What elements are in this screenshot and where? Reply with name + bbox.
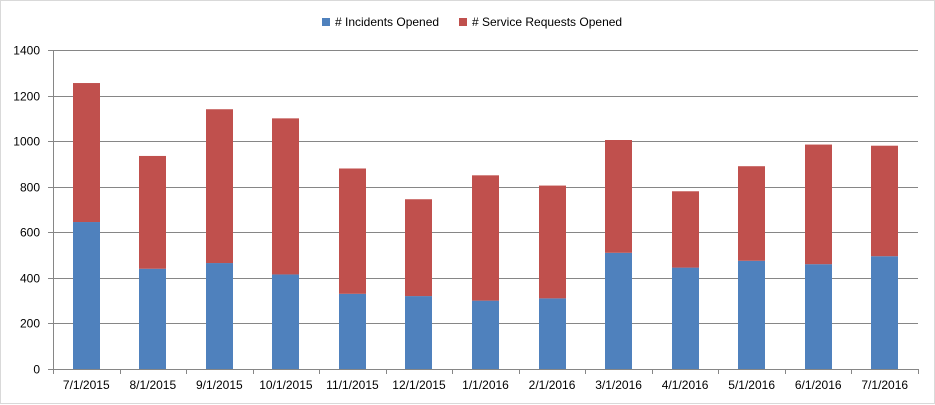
bar-service-requests-opened — [73, 83, 100, 223]
bar-incidents-opened — [405, 296, 432, 369]
bar-service-requests-opened — [672, 191, 699, 268]
x-tick-label: 10/1/2015 — [259, 378, 313, 392]
x-tick-label: 4/1/2016 — [662, 378, 709, 392]
bar-incidents-opened — [871, 256, 898, 369]
legend-label-service-requests: # Service Requests Opened — [472, 15, 622, 29]
bar-service-requests-opened — [605, 140, 632, 253]
x-tick-label: 3/1/2016 — [595, 378, 642, 392]
bar-service-requests-opened — [871, 145, 898, 257]
bar-incidents-opened — [139, 268, 166, 369]
bar-service-requests-opened — [272, 118, 299, 275]
bar-incidents-opened — [605, 252, 632, 369]
bar-incidents-opened — [672, 267, 699, 369]
y-tick-label: 1000 — [13, 135, 40, 149]
x-tick-label: 1/1/2016 — [462, 378, 509, 392]
x-tick-label: 9/1/2015 — [196, 378, 243, 392]
legend-swatch-incidents — [322, 18, 330, 26]
bar-service-requests-opened — [738, 166, 765, 261]
y-tick-label: 400 — [20, 272, 40, 286]
bar-incidents-opened — [738, 260, 765, 369]
x-tick-label: 5/1/2016 — [728, 378, 775, 392]
bar-incidents-opened — [206, 263, 233, 369]
x-tick-label: 2/1/2016 — [529, 378, 576, 392]
bar-service-requests-opened — [139, 155, 166, 269]
y-tick-label: 800 — [20, 181, 40, 195]
bar-incidents-opened — [339, 293, 366, 369]
y-tick-label: 600 — [20, 226, 40, 240]
bar-service-requests-opened — [805, 144, 832, 265]
x-axis-tick-labels: 7/1/2015 8/1/2015 9/1/2015 10/1/2015 11/1/20… — [63, 378, 908, 392]
bar-service-requests-opened — [405, 199, 432, 297]
bar-service-requests-opened — [339, 168, 366, 294]
bar-incidents-opened — [539, 298, 566, 369]
bar-service-requests-opened — [472, 175, 499, 301]
x-tick-label: 7/1/2015 — [63, 378, 110, 392]
bar-incidents-opened — [272, 274, 299, 369]
y-tick-label: 200 — [20, 317, 40, 331]
legend-label-incidents: # Incidents Opened — [335, 15, 439, 29]
bar-service-requests-opened — [539, 185, 566, 299]
x-tick-label: 8/1/2015 — [129, 378, 176, 392]
bar-incidents-opened — [73, 222, 100, 369]
axes — [48, 50, 919, 374]
x-tick-label: 7/1/2016 — [861, 378, 908, 392]
x-tick-label: 11/1/2015 — [326, 378, 379, 392]
y-axis-tick-labels: 0 200 400 600 800 1000 1200 1400 — [13, 44, 40, 377]
y-tick-label: 0 — [33, 363, 40, 377]
x-tick-label: 12/1/2015 — [392, 378, 446, 392]
legend-swatch-service-requests — [459, 18, 467, 26]
bar-incidents-opened — [472, 300, 499, 369]
bars — [73, 83, 898, 369]
legend: # Incidents Opened # Service Requests Ope… — [322, 15, 622, 29]
x-tick-label: 6/1/2016 — [795, 378, 842, 392]
y-tick-label: 1200 — [13, 90, 40, 104]
bar-service-requests-opened — [206, 109, 233, 264]
y-tick-label: 1400 — [13, 44, 40, 58]
bar-incidents-opened — [805, 264, 832, 369]
